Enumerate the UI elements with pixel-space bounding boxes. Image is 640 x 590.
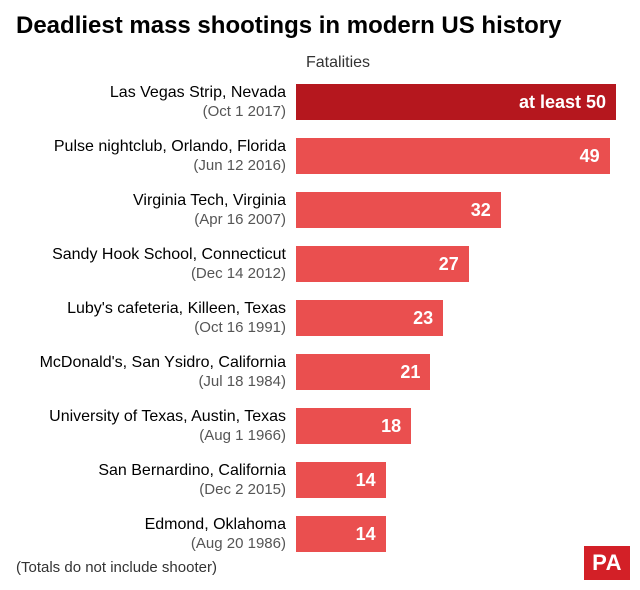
bar: 14 <box>296 516 386 552</box>
bar-value: 23 <box>413 308 433 329</box>
bar-container: 14 <box>296 462 624 498</box>
bar-value: 14 <box>356 470 376 491</box>
row-date: (Dec 2 2015) <box>16 481 286 499</box>
bar-container: 14 <box>296 516 624 552</box>
row-location: Edmond, Oklahoma <box>16 515 286 534</box>
chart-row: University of Texas, Austin, Texas(Aug 1… <box>16 404 624 448</box>
row-location: San Bernardino, California <box>16 461 286 480</box>
bar-value: 49 <box>580 146 600 167</box>
bar: 14 <box>296 462 386 498</box>
row-date: (Apr 16 2007) <box>16 211 286 229</box>
bar-value: 14 <box>356 524 376 545</box>
bar: 21 <box>296 354 430 390</box>
bar: 27 <box>296 246 469 282</box>
chart-row: Luby's cafeteria, Killeen, Texas(Oct 16 … <box>16 296 624 340</box>
chart-row: McDonald's, San Ysidro, California(Jul 1… <box>16 350 624 394</box>
bar-chart: Las Vegas Strip, Nevada(Oct 1 2017) at le… <box>16 80 624 556</box>
bar: 23 <box>296 300 443 336</box>
row-date: (Dec 14 2012) <box>16 265 286 283</box>
row-date: (Oct 16 1991) <box>16 319 286 337</box>
bar: at least 50 <box>296 84 616 120</box>
row-label: Virginia Tech, Virginia(Apr 16 2007) <box>16 191 296 228</box>
row-date: (Aug 20 1986) <box>16 535 286 553</box>
row-label: Pulse nightclub, Orlando, Florida(Jun 12… <box>16 137 296 174</box>
row-location: Luby's cafeteria, Killeen, Texas <box>16 299 286 318</box>
row-location: Virginia Tech, Virginia <box>16 191 286 210</box>
row-date: (Jun 12 2016) <box>16 157 286 175</box>
row-label: Luby's cafeteria, Killeen, Texas(Oct 16 … <box>16 299 296 336</box>
bar-container: 18 <box>296 408 624 444</box>
chart-row: Sandy Hook School, Connecticut(Dec 14 20… <box>16 242 624 286</box>
chart-row: Pulse nightclub, Orlando, Florida(Jun 12… <box>16 134 624 178</box>
bar: 18 <box>296 408 411 444</box>
chart-subtitle: Fatalities <box>306 54 624 72</box>
chart-row: Edmond, Oklahoma(Aug 20 1986) 14 <box>16 512 624 556</box>
row-location: Las Vegas Strip, Nevada <box>16 83 286 102</box>
bar-value: 18 <box>381 416 401 437</box>
row-date: (Jul 18 1984) <box>16 373 286 391</box>
chart-row: Virginia Tech, Virginia(Apr 16 2007) 32 <box>16 188 624 232</box>
source-logo: PA <box>584 546 630 580</box>
bar: 32 <box>296 192 501 228</box>
chart-row: Las Vegas Strip, Nevada(Oct 1 2017) at le… <box>16 80 624 124</box>
bar-container: 49 <box>296 138 624 174</box>
row-location: Pulse nightclub, Orlando, Florida <box>16 137 286 156</box>
chart-row: San Bernardino, California(Dec 2 2015) 14 <box>16 458 624 502</box>
bar-value: 32 <box>471 200 491 221</box>
row-location: University of Texas, Austin, Texas <box>16 407 286 426</box>
row-label: University of Texas, Austin, Texas(Aug 1… <box>16 407 296 444</box>
row-label: McDonald's, San Ysidro, California(Jul 1… <box>16 353 296 390</box>
row-date: (Oct 1 2017) <box>16 103 286 121</box>
row-location: McDonald's, San Ysidro, California <box>16 353 286 372</box>
row-label: San Bernardino, California(Dec 2 2015) <box>16 461 296 498</box>
row-label: Edmond, Oklahoma(Aug 20 1986) <box>16 515 296 552</box>
bar-container: 23 <box>296 300 624 336</box>
bar-value: at least 50 <box>519 92 606 113</box>
row-label: Sandy Hook School, Connecticut(Dec 14 20… <box>16 245 296 282</box>
row-label: Las Vegas Strip, Nevada(Oct 1 2017) <box>16 83 296 120</box>
bar-value: 21 <box>400 362 420 383</box>
bar-container: 32 <box>296 192 624 228</box>
bar-value: 27 <box>439 254 459 275</box>
chart-title: Deadliest mass shootings in modern US hi… <box>16 12 624 40</box>
bar-container: 27 <box>296 246 624 282</box>
row-location: Sandy Hook School, Connecticut <box>16 245 286 264</box>
bar-container: at least 50 <box>296 84 624 120</box>
bar: 49 <box>296 138 610 174</box>
row-date: (Aug 1 1966) <box>16 427 286 445</box>
footnote: (Totals do not include shooter) <box>16 559 217 576</box>
bar-container: 21 <box>296 354 624 390</box>
